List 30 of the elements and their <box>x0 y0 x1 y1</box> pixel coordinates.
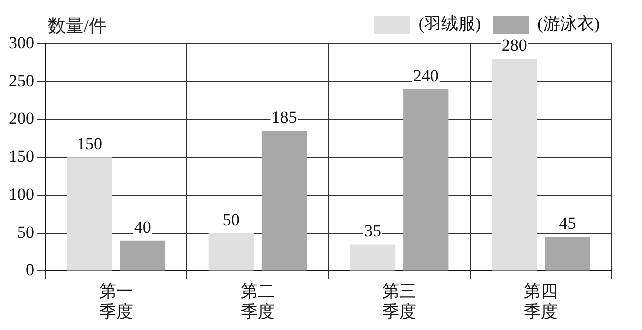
y-tick-label: 0 <box>26 260 34 280</box>
bar <box>262 131 308 271</box>
y-tick-label: 100 <box>9 184 34 204</box>
y-tick-label: 150 <box>9 147 34 166</box>
bar <box>404 89 449 271</box>
y-tick-label: 50 <box>18 222 34 242</box>
bar <box>208 233 254 271</box>
x-tick-label: 第四季度 <box>524 282 558 322</box>
data-label: 240 <box>413 66 439 86</box>
y-tick-label: 200 <box>9 109 34 128</box>
y-tick-label: 250 <box>9 71 34 90</box>
data-label: 150 <box>77 134 103 154</box>
bar <box>492 59 538 271</box>
legend-label: (游泳衣) <box>538 14 600 34</box>
bar <box>545 237 590 271</box>
x-tick-label: 第二季度 <box>240 282 275 322</box>
y-axis-title: 数量/件 <box>48 15 108 38</box>
data-label: 45 <box>559 214 576 234</box>
legend-label: (羽绒服) <box>418 14 482 34</box>
data-label: 35 <box>364 222 382 241</box>
bar <box>350 244 396 271</box>
bar <box>120 240 166 271</box>
x-tick-label: 第三季度 <box>382 282 417 322</box>
x-tick-label: 第一季度 <box>99 282 134 322</box>
bar <box>67 158 112 271</box>
y-tick-label: 300 <box>9 33 34 52</box>
data-label: 280 <box>502 36 528 56</box>
data-label: 185 <box>272 108 298 128</box>
data-label: 50 <box>222 210 240 230</box>
data-label: 40 <box>134 218 152 237</box>
